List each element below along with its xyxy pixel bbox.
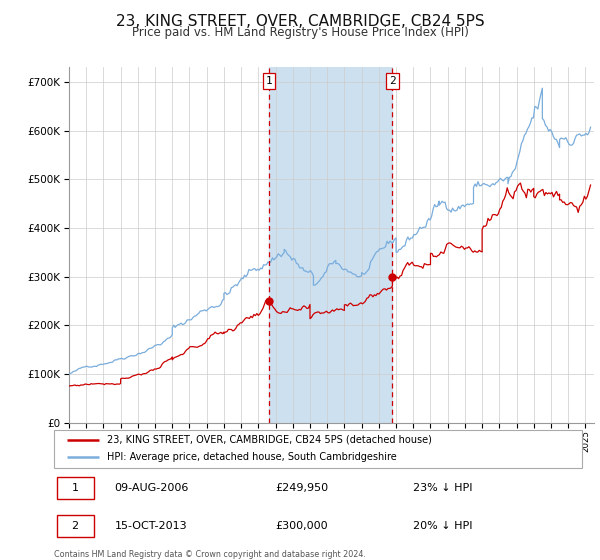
Text: HPI: Average price, detached house, South Cambridgeshire: HPI: Average price, detached house, Sout… — [107, 452, 397, 463]
Text: £300,000: £300,000 — [276, 521, 328, 531]
Bar — [269, 67, 392, 423]
Text: £249,950: £249,950 — [276, 483, 329, 493]
Text: 23, KING STREET, OVER, CAMBRIDGE, CB24 5PS (detached house): 23, KING STREET, OVER, CAMBRIDGE, CB24 5… — [107, 435, 431, 445]
Text: 2: 2 — [389, 76, 396, 86]
Text: 2: 2 — [71, 521, 79, 531]
FancyBboxPatch shape — [54, 430, 582, 468]
Text: 1: 1 — [265, 76, 272, 86]
Text: 09-AUG-2006: 09-AUG-2006 — [115, 483, 189, 493]
Text: 1: 1 — [71, 483, 79, 493]
FancyBboxPatch shape — [56, 515, 94, 537]
FancyBboxPatch shape — [56, 477, 94, 500]
Text: 23% ↓ HPI: 23% ↓ HPI — [413, 483, 473, 493]
Text: 23, KING STREET, OVER, CAMBRIDGE, CB24 5PS: 23, KING STREET, OVER, CAMBRIDGE, CB24 5… — [116, 14, 484, 29]
Text: 15-OCT-2013: 15-OCT-2013 — [115, 521, 187, 531]
Text: Contains HM Land Registry data © Crown copyright and database right 2024.
This d: Contains HM Land Registry data © Crown c… — [54, 550, 366, 560]
Text: 20% ↓ HPI: 20% ↓ HPI — [413, 521, 473, 531]
Text: Price paid vs. HM Land Registry's House Price Index (HPI): Price paid vs. HM Land Registry's House … — [131, 26, 469, 39]
